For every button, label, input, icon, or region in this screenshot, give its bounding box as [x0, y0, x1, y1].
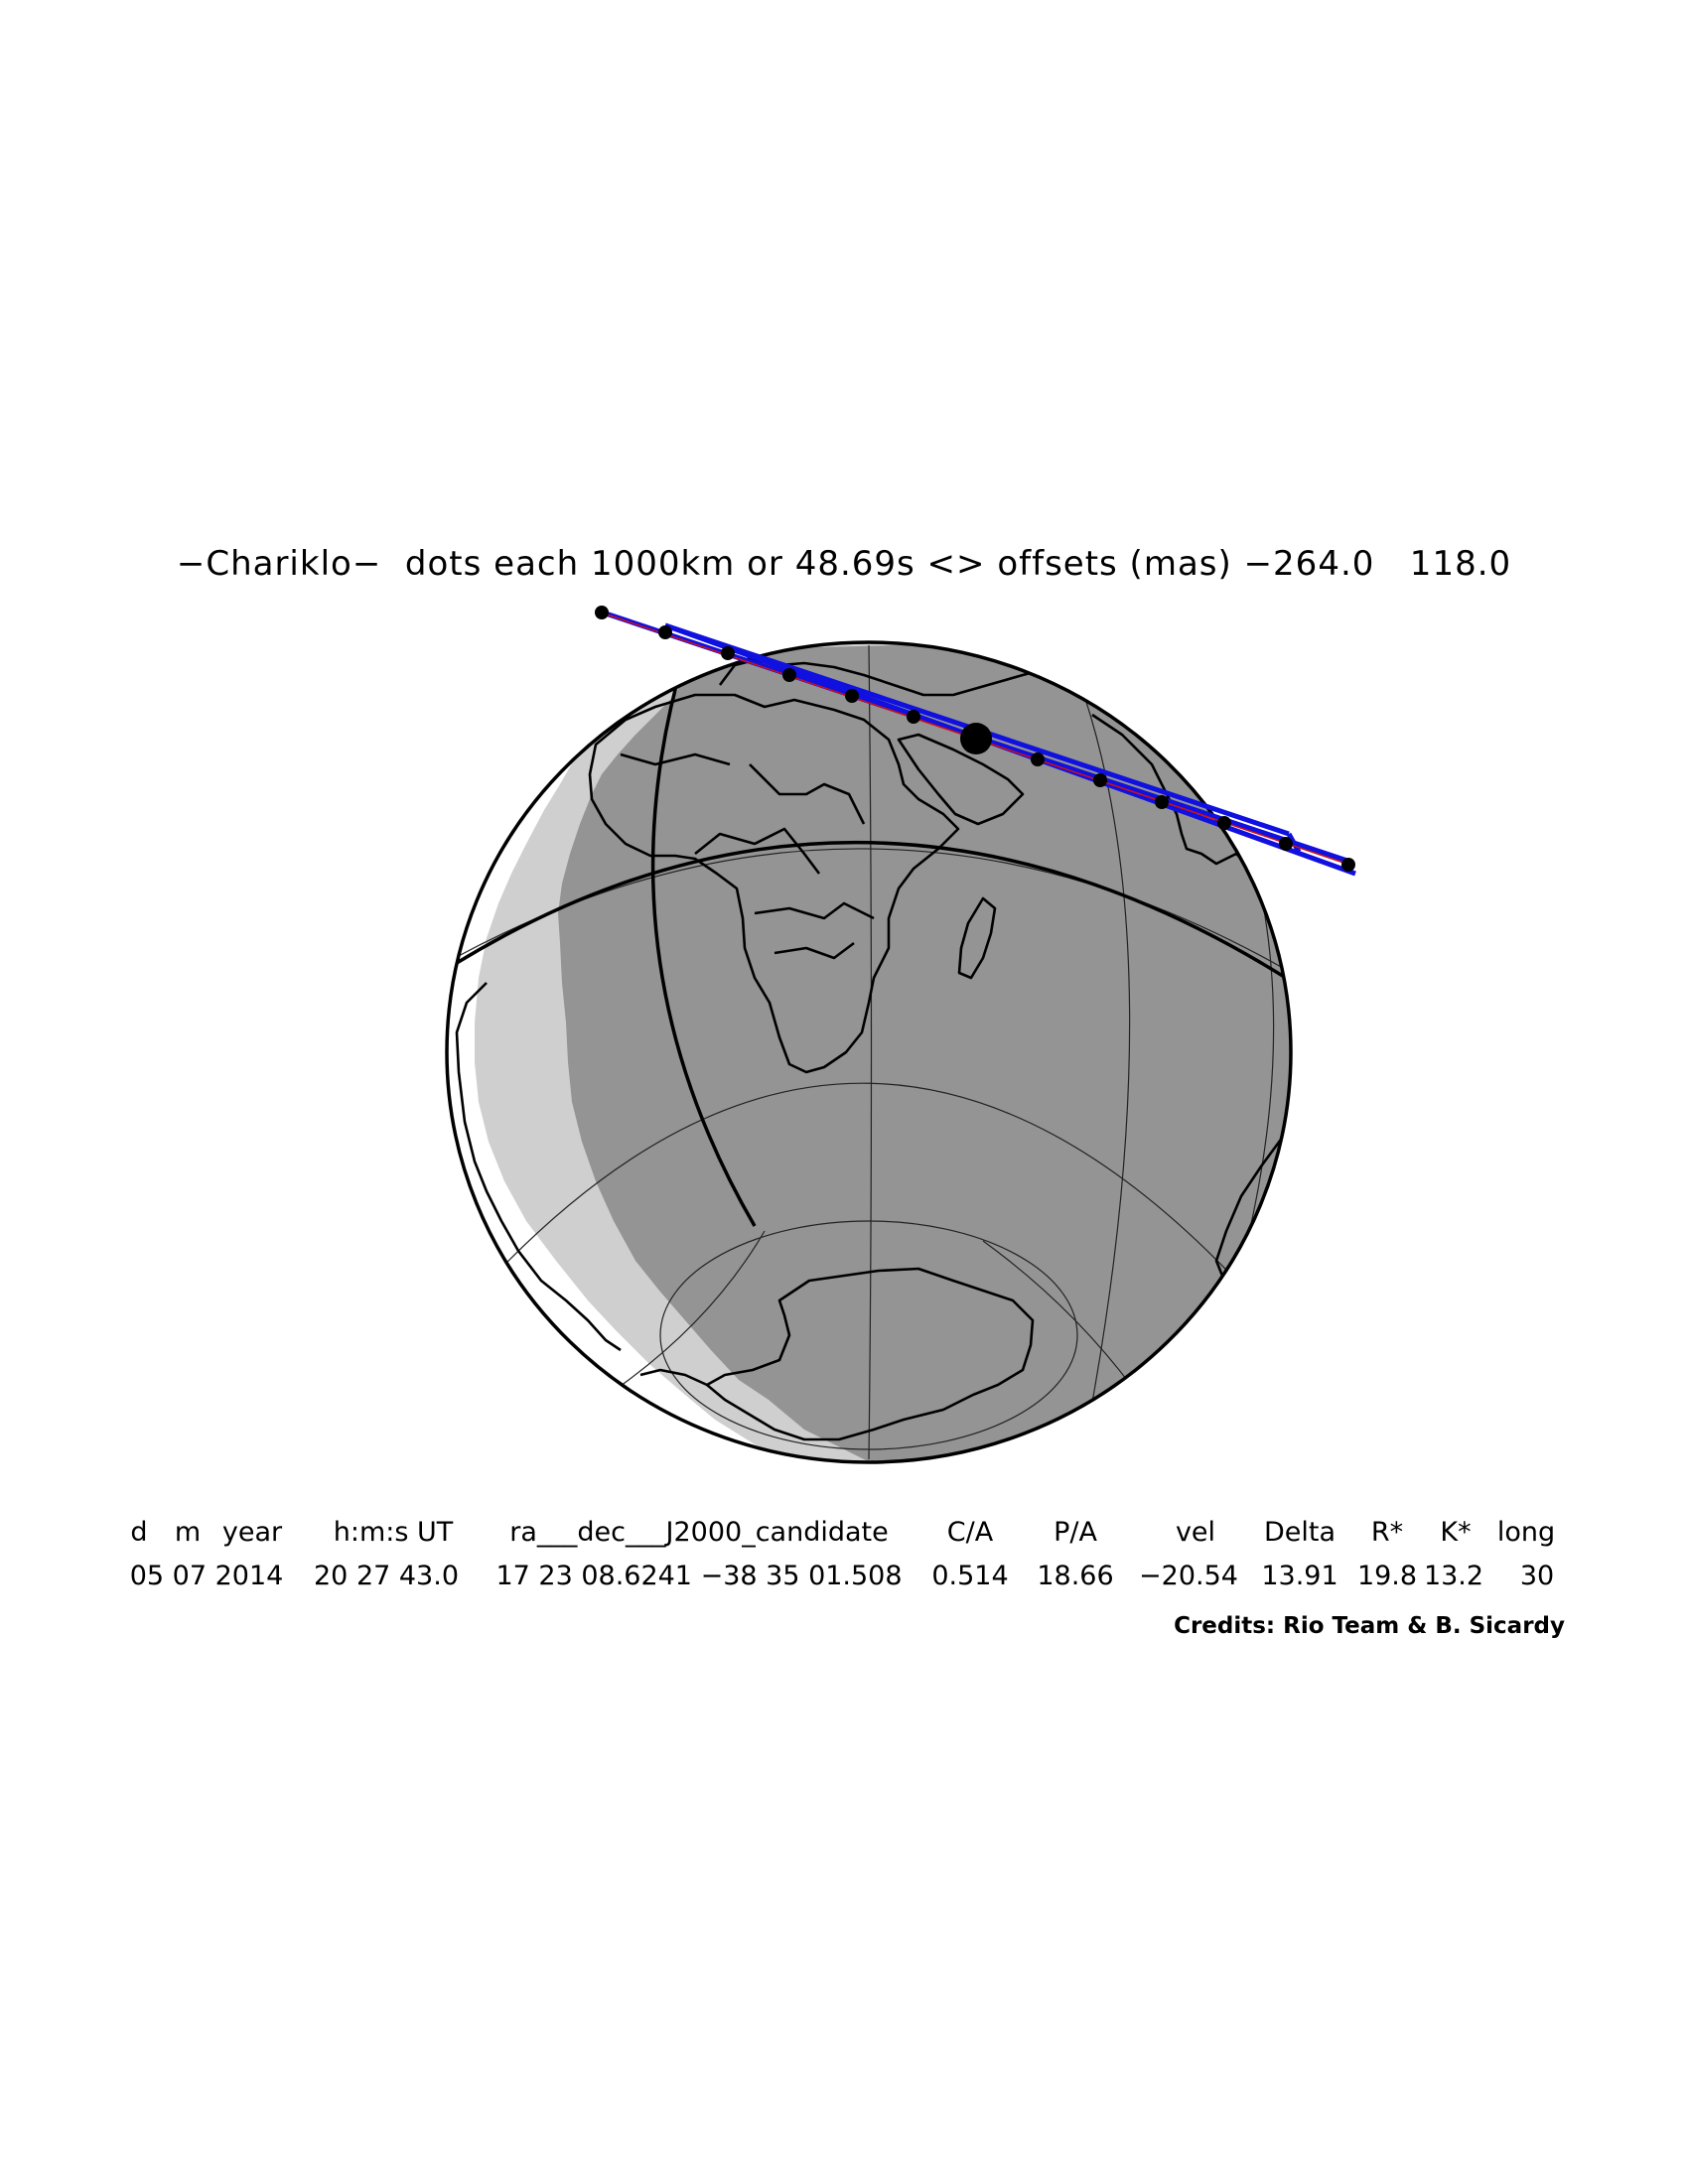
- track-dot: [1279, 837, 1293, 851]
- credits-text: Credits: Rio Team & B. Sicardy: [1174, 1613, 1565, 1639]
- col-header-d: d: [130, 1517, 148, 1548]
- track-dot: [845, 689, 859, 703]
- track-dot: [721, 646, 735, 660]
- value-long: 30: [1519, 1561, 1555, 1591]
- closest-approach-dot: [960, 723, 992, 754]
- value-rstar: 19.8: [1356, 1561, 1418, 1591]
- col-header-coords: ra___dec___J2000_candidate: [509, 1517, 889, 1548]
- track-dot: [658, 625, 672, 639]
- col-header-m: m: [174, 1517, 202, 1548]
- shadow-south-limit: [664, 622, 1356, 877]
- track-dot: [1217, 816, 1231, 830]
- track-dot: [1341, 858, 1355, 872]
- col-header-long: long: [1496, 1517, 1556, 1548]
- track-dots: [595, 606, 1355, 872]
- col-header-kstar: K*: [1440, 1517, 1472, 1548]
- chart-title: −Chariklo− dots each 1000km or 48.69s <>…: [176, 544, 1512, 584]
- col-header-ca: C/A: [946, 1517, 994, 1548]
- col-header-delta: Delta: [1263, 1517, 1336, 1548]
- value-delta: 13.91: [1261, 1561, 1338, 1591]
- track-dot: [1155, 795, 1169, 809]
- value-kstar: 13.2: [1423, 1561, 1484, 1591]
- africa-outline: [588, 693, 960, 1074]
- col-header-time: h:m:s UT: [333, 1517, 454, 1548]
- track-dot: [1093, 773, 1107, 787]
- col-header-rstar: R*: [1370, 1517, 1404, 1548]
- col-header-vel: vel: [1175, 1517, 1216, 1548]
- track-dot: [595, 606, 609, 619]
- value-coords: 17 23 08.6241 −38 35 01.508: [495, 1561, 903, 1591]
- value-date: 05 07 2014: [129, 1561, 284, 1591]
- madagascar-outline: [957, 896, 997, 980]
- value-vel: −20.54: [1139, 1561, 1238, 1591]
- track-dot: [1031, 752, 1045, 766]
- track-dot: [782, 668, 796, 682]
- antarctica-outline: [705, 1267, 1035, 1441]
- col-header-pa: P/A: [1054, 1517, 1097, 1548]
- terminator-lines: [456, 652, 1287, 1227]
- shadow-end-cap: [1286, 832, 1302, 854]
- col-header-year: year: [221, 1517, 283, 1548]
- value-time: 20 27 43.0: [314, 1561, 459, 1591]
- arabia-outline: [897, 733, 1025, 826]
- globe-outline: [445, 640, 1293, 1464]
- track-dot: [907, 710, 920, 724]
- south-america-outline: [455, 982, 622, 1352]
- value-ca: 0.514: [931, 1561, 1009, 1591]
- value-pa: 18.66: [1037, 1561, 1114, 1591]
